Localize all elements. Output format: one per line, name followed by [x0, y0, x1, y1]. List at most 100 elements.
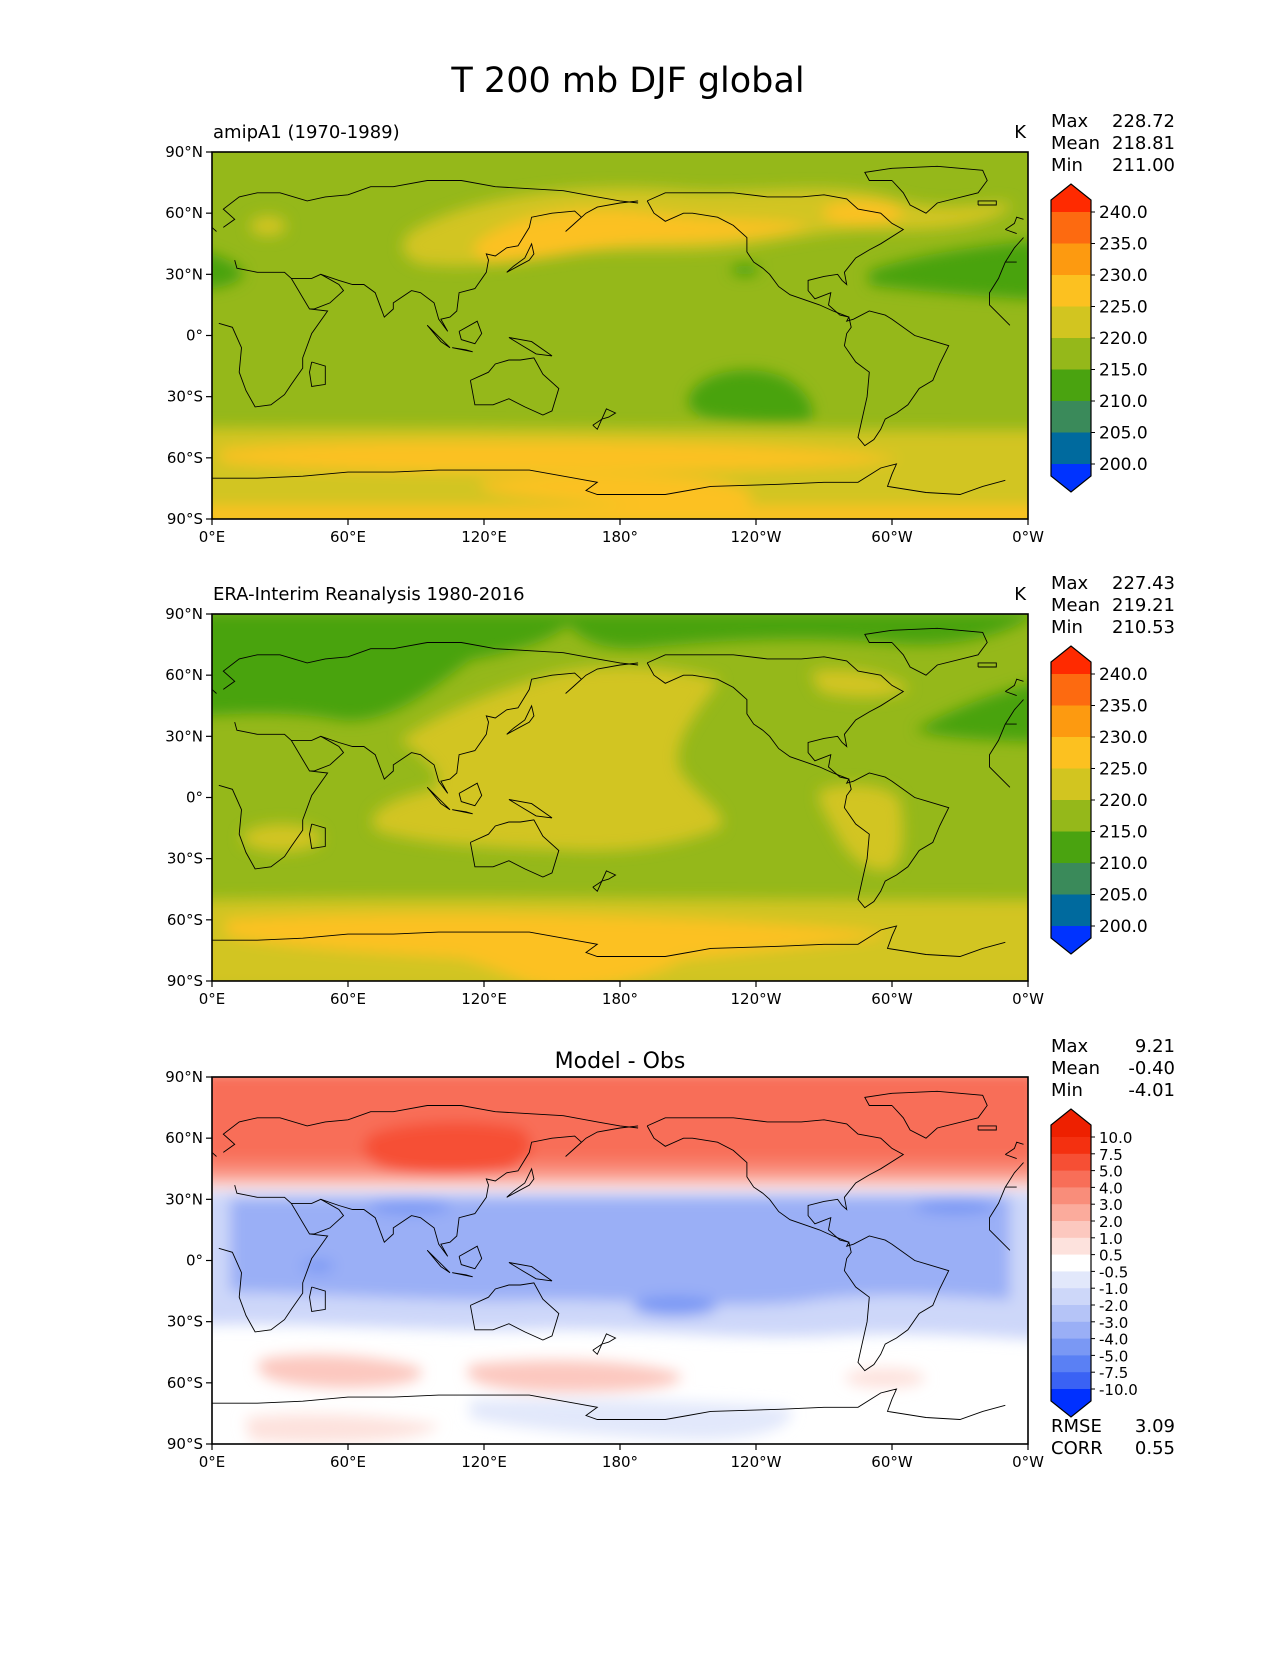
colorbar-tick-label: 2.0 — [1099, 1213, 1123, 1231]
contour-cool-core-asia — [370, 1198, 450, 1214]
colorbar-segment — [1051, 705, 1091, 738]
coastline — [646, 1125, 850, 1243]
y-tick-label: 60°S — [167, 911, 203, 929]
coastline — [218, 259, 1017, 408]
coastline — [469, 819, 560, 878]
contour-cool-west — [212, 253, 244, 289]
coastlines — [212, 1090, 1024, 1420]
colorbar-tick-label: -2.0 — [1099, 1297, 1128, 1315]
axes-and-colorbars: 0°E 60°E 120°E 180° 120°W 60°W 0°W 90°N 60°N 30°N… — [165, 111, 1175, 1471]
colorbar-extend-max — [1051, 1109, 1091, 1137]
stat-value: 218.81 — [1112, 133, 1175, 154]
coastline — [452, 809, 473, 815]
colorbar-tick-label: 240.0 — [1099, 203, 1148, 223]
colorbar-extend-min — [1051, 926, 1091, 954]
colorbar-extend-min — [1051, 1389, 1091, 1417]
colorbar-segment — [1051, 306, 1091, 339]
coastline — [508, 799, 553, 819]
colorbar-segment — [1051, 1187, 1091, 1205]
coastline — [212, 1388, 1006, 1420]
contour-warm-nh-core — [474, 209, 810, 262]
colorbar-tick-label: 230.0 — [1099, 728, 1148, 748]
colorbar-segment — [1051, 1137, 1091, 1155]
panel-reference-field — [212, 614, 1028, 981]
stat-label: Max — [1051, 1036, 1089, 1057]
coastline — [320, 1125, 639, 1257]
colorbar-segment — [1051, 1153, 1091, 1172]
contour-cool-core-atl — [915, 1198, 995, 1214]
y-tick-label: 30°S — [167, 388, 203, 406]
x-tick-label: 60°W — [871, 528, 913, 546]
colorbar-tick-label: -10.0 — [1099, 1381, 1138, 1399]
y-tick-label: 90°S — [167, 510, 203, 528]
coastline — [320, 200, 639, 332]
x-tick-label: 60°W — [871, 990, 913, 1008]
colorbar-tick-label: 4.0 — [1099, 1179, 1123, 1197]
stat-value: 219.21 — [1112, 595, 1175, 616]
coastline — [864, 627, 988, 676]
metric-label: RMSE — [1051, 1416, 1102, 1437]
contour-warm-sh4 — [245, 1414, 440, 1444]
y-tick-label: 60°S — [167, 449, 203, 467]
coastline — [506, 242, 535, 273]
coastline — [506, 704, 535, 735]
y-tick-label: 30°N — [165, 265, 203, 283]
x-tick-label: 120°W — [731, 990, 782, 1008]
stat-label: Min — [1051, 617, 1083, 638]
x-tick-label: 120°E — [461, 990, 507, 1008]
y-tick-label: 60°N — [165, 1129, 203, 1147]
coastline — [458, 320, 483, 345]
coastline — [977, 662, 997, 668]
colorbar: 200.0 205.0 210.0 215.0 220.0 225.0 230.0 235.0… — [1050, 645, 1148, 955]
colorbar-tick-label: 230.0 — [1099, 266, 1148, 286]
contour-cool-core-pac — [633, 1296, 717, 1316]
colorbar-tick-label: 215.0 — [1099, 361, 1148, 381]
stat-label: Mean — [1051, 1058, 1100, 1079]
colorbar-segment — [1051, 1355, 1091, 1373]
colorbar-tick-label: -4.0 — [1099, 1331, 1128, 1349]
y-tick-label: 30°N — [165, 727, 203, 745]
panel-model: amipA1 (1970-1989) K — [211, 122, 1029, 520]
colorbar-tick-label: 235.0 — [1099, 697, 1148, 717]
panel-reference-units: K — [1014, 584, 1027, 605]
y-tick-label: 30°S — [167, 1313, 203, 1331]
x-tick-label: 0°W — [1012, 990, 1044, 1008]
colorbar-segment — [1051, 1237, 1091, 1256]
stat-value: 227.43 — [1112, 573, 1175, 594]
x-tick-label: 180° — [602, 1453, 638, 1471]
panel-1-decor: 0°E 60°E 120°E 180° 120°W 60°W 0°W 90°N 60°N 30°N… — [165, 573, 1175, 1008]
colorbar-outline — [1050, 1108, 1092, 1418]
metric-value: 0.55 — [1135, 1438, 1175, 1459]
colorbar-tick-label: 3.0 — [1099, 1196, 1123, 1214]
colorbar-tick-label: 205.0 — [1099, 424, 1148, 444]
colorbar-tick-label: 210.0 — [1099, 392, 1148, 412]
coastline — [469, 1282, 560, 1341]
contour-cool-atlantic — [868, 241, 1028, 300]
coastline — [864, 165, 988, 214]
colorbar-segment — [1051, 1338, 1091, 1356]
y-tick-label: 60°S — [167, 1374, 203, 1392]
colorbar-segment — [1051, 1254, 1091, 1272]
stat-value: 228.72 — [1112, 111, 1175, 132]
colorbar-extend-max — [1051, 184, 1091, 212]
colorbar-tick-label: 220.0 — [1099, 329, 1148, 349]
colorbar-segment — [1051, 1271, 1091, 1289]
coastline — [864, 1090, 988, 1139]
panel-model-left-label: amipA1 (1970-1989) — [213, 122, 400, 143]
stat-value: 9.21 — [1135, 1036, 1175, 1057]
coastline — [320, 662, 639, 794]
coastline — [291, 1198, 345, 1235]
y-tick-label: 30°S — [167, 850, 203, 868]
colorbar-segment — [1051, 737, 1091, 770]
y-tick-label: 60°N — [165, 204, 203, 222]
contour-warm-na — [810, 669, 910, 698]
colorbar-tick-label: 5.0 — [1099, 1163, 1123, 1181]
coastline — [592, 870, 617, 893]
contour-cool-arctic-west — [212, 614, 579, 721]
x-tick-label: 120°W — [731, 528, 782, 546]
colorbar-segment — [1051, 831, 1091, 864]
y-tick-label: 0° — [186, 327, 203, 345]
stat-value: 210.53 — [1112, 617, 1175, 638]
contour-warm-sh-core1 — [219, 441, 901, 473]
colorbar-segment — [1051, 401, 1091, 434]
